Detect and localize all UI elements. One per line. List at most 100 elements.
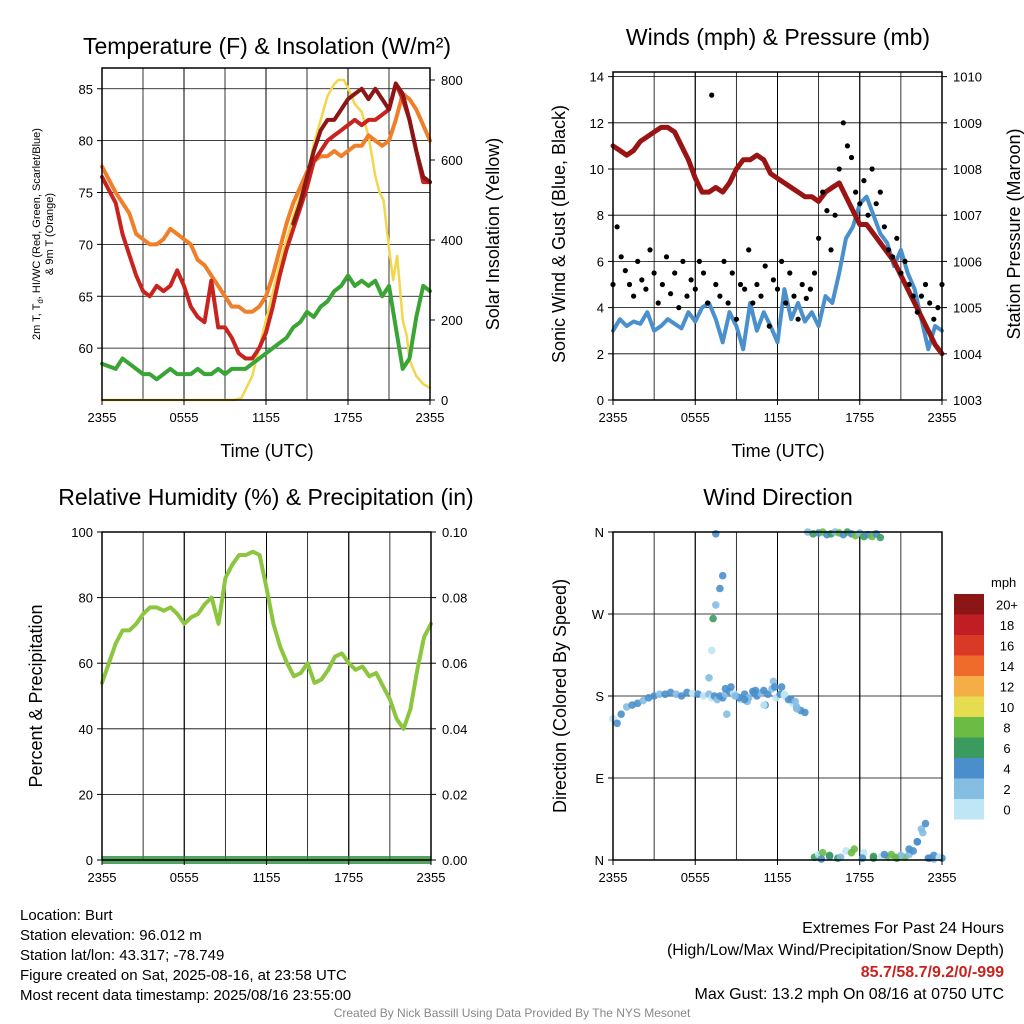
humidity-panel: Relative Humidity (%) & Precipitation (i… (26, 484, 474, 885)
y2-tick-label: 200 (441, 313, 463, 328)
temperature-panel: Temperature (F) & Insolation (W/m²) 60 65… (31, 33, 503, 461)
gust-point (910, 293, 916, 299)
y-tick-label: 12 (590, 116, 604, 131)
wind-direction-point (723, 710, 731, 718)
y-tick-label: 0 (597, 393, 604, 408)
gust-point (762, 263, 768, 269)
colorbar-label: 12 (1000, 679, 1014, 694)
y-tick-label: N (595, 853, 604, 868)
y2-tick-label: 1006 (953, 254, 982, 269)
gust-point (705, 300, 711, 306)
y-tick-label: 65 (79, 289, 93, 304)
y-tick-label: 20 (79, 787, 93, 802)
x-tick-label: 2355 (88, 410, 117, 425)
winds-grid (612, 72, 943, 401)
gust-point (865, 212, 871, 218)
gust-point (787, 270, 793, 276)
x-tick-label: 2355 (416, 410, 445, 425)
temperature-9m-series-line (100, 91, 432, 314)
gust-point (766, 323, 772, 329)
y-tick-label: 75 (79, 186, 93, 201)
colorbar-label: 16 (1000, 638, 1014, 653)
gust-point (742, 286, 748, 292)
recent-timestamp: Most recent data timestamp: 2025/08/16 2… (20, 987, 352, 1004)
y-tick-label: 85 (79, 82, 93, 97)
gust-point (614, 224, 620, 230)
y2-tick-label: 1004 (953, 347, 982, 362)
gust-point (696, 258, 703, 264)
gust-point (914, 309, 920, 315)
wind-direction-point (836, 853, 845, 862)
gust-point (663, 254, 670, 260)
station-info: Location: Burt Station elevation: 96.012… (20, 906, 351, 1006)
wind-direction-point (617, 710, 625, 718)
gust-point (820, 189, 826, 195)
wind-direction-point (847, 848, 856, 857)
station-elevation: Station elevation: 96.012 m (20, 927, 202, 944)
humidity-ylabel: Percent & Precipitation (26, 604, 46, 787)
temperature-ylabel-line1: 2m T, Td, HI/WC (Red, Green, Scarlet/Blu… (31, 128, 45, 340)
winds-right-ticks: 1003 1004 1005 1006 1007 1008 1009 1010 (942, 70, 982, 408)
extremes-values: 85.7/58.7/9.2/0/-999 (860, 964, 1004, 981)
colorbar-label: 14 (1000, 659, 1014, 674)
gust-point (894, 235, 900, 241)
winds-left-ticks: 0 2 4 6 8 10 12 14 (590, 70, 613, 408)
x-tick-label: 2355 (417, 870, 446, 885)
max-gust: Max Gust: 13.2 mph On 08/16 at 0750 UTC (694, 986, 1005, 1003)
extremes-box: Extremes For Past 24 Hours (High/Low/Max… (667, 918, 1004, 1006)
gust-point (848, 154, 855, 161)
gust-point (643, 286, 649, 292)
temperature-series-line (100, 81, 432, 361)
y-tick-label: 80 (79, 134, 93, 149)
gust-point (713, 281, 719, 288)
gust-point (729, 270, 735, 276)
gust-point (631, 293, 637, 299)
gust-point (931, 316, 937, 322)
wind-direction-point (712, 530, 720, 538)
gust-point (861, 178, 867, 184)
y2-tick-label: 1003 (953, 393, 982, 408)
y-tick-label: 60 (79, 341, 93, 356)
y2-tick-label: 0.02 (442, 787, 467, 802)
colorbar-label: 10 (1000, 700, 1014, 715)
wind-direction-point (880, 850, 889, 859)
gust-point (717, 293, 723, 299)
colorbar-swatch (954, 655, 984, 676)
y-tick-label: 70 (79, 237, 93, 252)
gust-point (877, 189, 883, 195)
y2-tick-label: 1008 (953, 162, 982, 177)
winds-x-ticks: 2355 0555 1155 1755 2355 (599, 400, 956, 425)
station-pressure-series-line (610, 124, 945, 357)
gust-point (750, 300, 756, 306)
wind-direction-point (919, 828, 927, 837)
x-tick-label: 2355 (88, 870, 117, 885)
gust-point (672, 270, 678, 276)
colorbar-title: mph (991, 575, 1016, 590)
colorbar-swatch (954, 635, 984, 656)
wind-direction-point (825, 851, 834, 860)
gust-point (795, 316, 801, 322)
x-tick-label: 0555 (170, 410, 199, 425)
wind-direction-point (891, 853, 900, 862)
colorbar-swatch (954, 594, 984, 615)
gust-point (869, 166, 875, 172)
y2-tick-label: 0.00 (442, 853, 467, 868)
gust-point (922, 281, 929, 288)
x-tick-label: 2355 (599, 410, 628, 425)
wind-direction-point (712, 601, 720, 609)
y2-tick-label: 0.08 (442, 591, 467, 606)
x-tick-label: 0555 (681, 410, 710, 425)
wind-direction-point (818, 848, 827, 857)
x-tick-label: 0555 (170, 870, 199, 885)
wind-direction-point (913, 838, 922, 846)
relative-humidity-series-line (100, 549, 433, 731)
y-tick-label: 0 (86, 853, 93, 868)
gust-point (651, 270, 657, 276)
wind-direction-point (869, 852, 878, 861)
humidity-right-ticks: 0.00 0.02 0.04 0.06 0.08 0.10 (431, 525, 467, 868)
y2-tick-label: 1009 (953, 116, 982, 131)
colorbar-label: 6 (1003, 741, 1010, 756)
wind-direction-point (760, 701, 768, 709)
x-tick-label: 1155 (764, 410, 792, 425)
x-tick-label: 1755 (334, 410, 363, 425)
